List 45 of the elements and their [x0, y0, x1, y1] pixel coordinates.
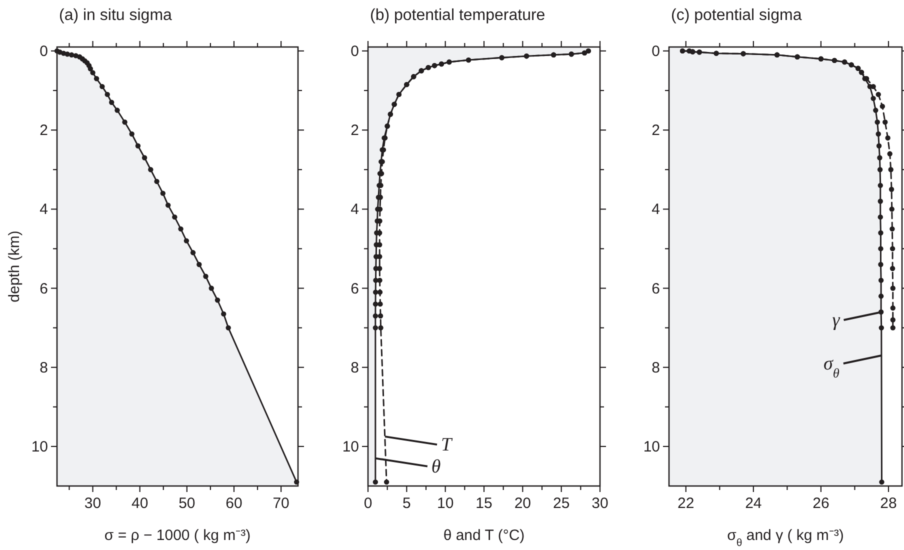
y-tick-label: 2	[350, 122, 359, 140]
y-tick-label: 4	[40, 201, 48, 218]
chart-title: (a) in situ sigma	[59, 7, 172, 24]
x-axis-title: σ$_{θ}$ and γ ( kg m⁻³)	[727, 527, 844, 549]
y-tick-label: 0	[652, 42, 660, 60]
x-axis-title: σ = ρ − 1000 ( kg m⁻³)	[104, 527, 251, 544]
x-tick-label: 24	[745, 495, 762, 512]
annotation: T	[441, 434, 454, 456]
x-tick-label: 28	[880, 495, 897, 512]
annotation: σ$_{θ}$	[823, 353, 840, 380]
x-tick-label: 22	[678, 495, 694, 512]
y-tick-label: 0	[350, 42, 359, 60]
y-tick-label: 2	[652, 122, 660, 140]
y-tick-label: 10	[31, 438, 48, 456]
x-tick-label: 25	[552, 495, 570, 512]
y-tick-label: 8	[350, 359, 359, 376]
y-tick-label: 10	[643, 438, 660, 456]
y-tick-label: 6	[350, 280, 359, 298]
x-tick-label: 50	[178, 495, 196, 512]
x-tick-label: 40	[132, 495, 148, 512]
x-tick-label: 30	[84, 495, 102, 512]
x-axis-title: θ and T (°C)	[443, 527, 525, 544]
chart-title: (b) potential temperature	[370, 7, 546, 24]
x-tick-label: 0	[364, 495, 372, 512]
x-tick-label: 15	[476, 495, 492, 512]
y-tick-label: 4	[652, 201, 660, 218]
y-tick-label: 6	[652, 280, 660, 298]
x-tick-label: 26	[812, 495, 830, 512]
y-tick-label: 8	[652, 359, 660, 376]
y-tick-label: 4	[350, 201, 359, 218]
x-tick-label: 5	[402, 495, 411, 512]
y-tick-label: 2	[40, 122, 48, 140]
x-tick-label: 70	[272, 495, 290, 512]
annotation: θ	[431, 456, 441, 478]
y-axis-title: depth (km)	[6, 230, 23, 302]
annotation: γ	[832, 310, 840, 331]
y-tick-label: 0	[40, 42, 48, 60]
y-tick-label: 8	[40, 359, 48, 376]
chart-title: (c) potential sigma	[671, 7, 802, 24]
x-tick-label: 20	[514, 495, 532, 512]
x-tick-label: 60	[226, 495, 242, 512]
x-tick-label: 10	[436, 495, 454, 512]
x-tick-label: 30	[592, 495, 608, 512]
y-tick-label: 10	[342, 438, 359, 456]
y-tick-label: 6	[40, 280, 48, 298]
